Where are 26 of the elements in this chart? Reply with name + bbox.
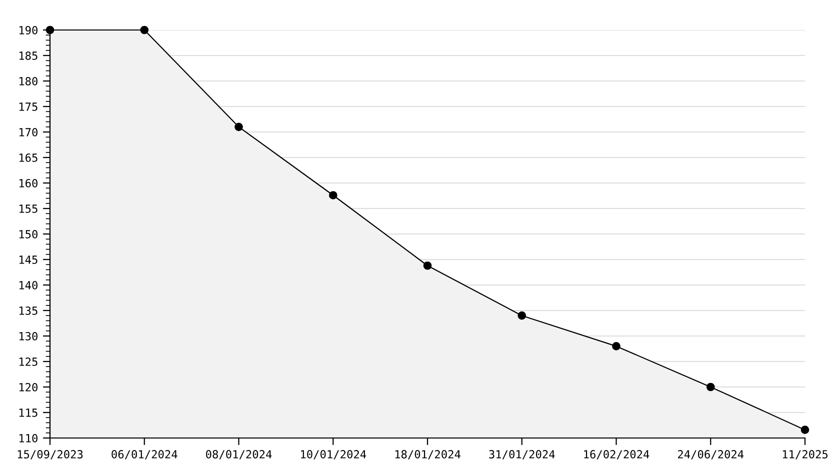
y-tick-label: 120 — [19, 383, 38, 392]
y-tick-label: 170 — [19, 128, 38, 136]
x-tick-label: 18/01/2024 — [395, 450, 460, 460]
y-tick-label: 180 — [19, 77, 38, 86]
y-tick-label: 165 — [19, 154, 38, 162]
x-tick-label: 10/01/2024 — [301, 450, 366, 460]
x-tick-label: 11/2025 — [782, 450, 828, 460]
y-tick-label: 140 — [19, 281, 38, 290]
y-tick-label: 135 — [19, 306, 38, 315]
y-tick-label: 150 — [19, 230, 38, 238]
y-tick-label: 190 — [19, 26, 38, 34]
y-tick-label: 175 — [19, 102, 38, 111]
y-tick-label: 185 — [19, 52, 38, 60]
y-tick-label: 110 — [19, 434, 38, 442]
y-tick-label: 115 — [19, 408, 38, 417]
y-tick-label: 145 — [19, 256, 38, 264]
y-tick-label: 155 — [19, 204, 38, 213]
y-tick-label: 125 — [19, 358, 38, 366]
y-tick-label: 160 — [19, 179, 38, 188]
x-tick-label: 06/01/2024 — [112, 450, 178, 460]
y-tick-label: 130 — [19, 332, 38, 340]
x-tick-label: 16/02/2024 — [584, 450, 650, 460]
x-tick-label: 24/06/2024 — [678, 450, 744, 460]
x-tick-label: 08/01/2024 — [206, 450, 272, 460]
x-tick-label: 15/09/2023 — [18, 450, 83, 460]
x-tick-label: 31/01/2024 — [489, 450, 555, 460]
